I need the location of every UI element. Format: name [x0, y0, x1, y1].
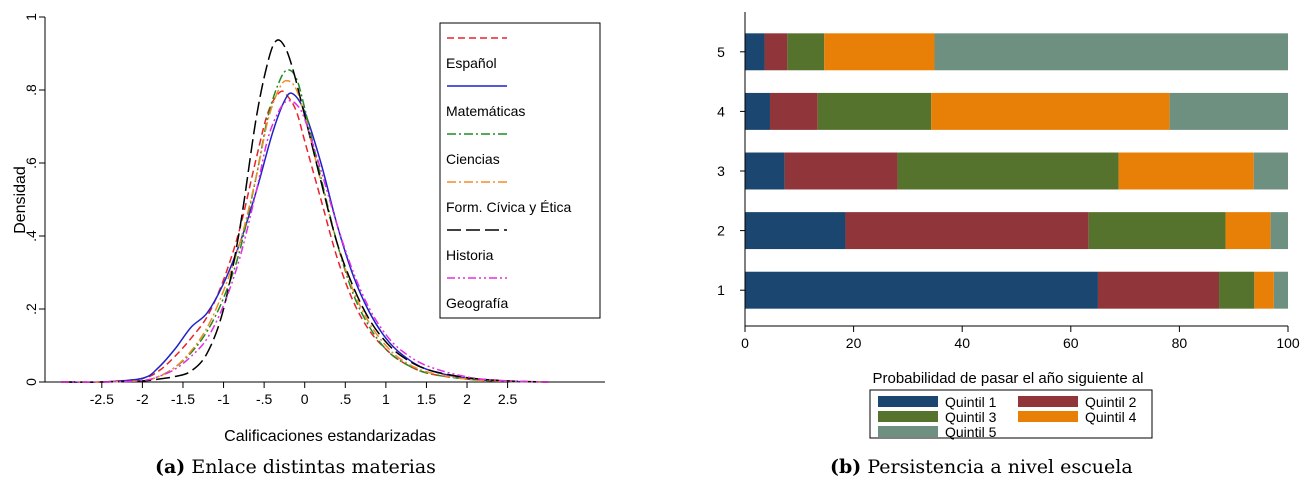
legend: Español Matemáticas Ciencias Form. Cívica y…	[439, 22, 601, 319]
caption-b-text: Persistencia a nivel escuela	[867, 456, 1133, 478]
y-tick-label: 1	[23, 13, 39, 21]
legend-swatch	[878, 396, 938, 407]
x-axis-title: Calificaciones estandarizadas	[224, 428, 436, 445]
y-tick-label: 2	[717, 223, 725, 239]
bar-segment-1-2	[1097, 271, 1220, 309]
legend-swatch	[878, 426, 938, 437]
y-tick-label: 3	[717, 163, 725, 179]
bar-segment-3-5	[1253, 152, 1288, 190]
x-tick-label: 60	[1063, 335, 1079, 351]
bar-segment-2-1	[745, 212, 846, 250]
series-line-0	[61, 90, 549, 384]
bar-segment-1-4	[1254, 271, 1274, 309]
y-axis-title: Densidad	[12, 166, 29, 234]
y-tick-label: 1	[717, 282, 725, 298]
x-tick-label: 1.5	[417, 391, 437, 407]
bar-segment-5-2	[764, 33, 788, 71]
bar-segment-1-5	[1273, 271, 1288, 309]
y-tick-label: .4	[23, 230, 39, 242]
x-tick-label: 0	[741, 335, 749, 351]
x-tick-label: 80	[1172, 335, 1188, 351]
x-tick-label: 1	[382, 391, 390, 407]
bar-segment-2-4	[1225, 212, 1271, 250]
legend-label: Quintil 2	[1085, 394, 1137, 410]
x-tick-label: -1.5	[171, 391, 195, 407]
bar-segment-3-2	[784, 152, 898, 190]
legend-frame	[439, 22, 601, 319]
caption-a: (a) Enlace distintas materias	[155, 456, 436, 478]
x-tick-label: 100	[1276, 335, 1300, 351]
x-tick-label: 2.5	[498, 391, 518, 407]
x-tick-label: -2.5	[90, 391, 114, 407]
bar-segment-2-3	[1088, 212, 1226, 250]
bar-segment-1-1	[745, 271, 1098, 309]
legend-swatch	[878, 411, 938, 422]
density-chart: 0 .2 .4 .6 .8 1 -2.5 -2 -1.5 -1 -.5 0 .5 1 1.5 2 2.5 Esp…	[12, 13, 605, 445]
y-tick-label: 5	[717, 44, 725, 60]
legend-label: Español	[446, 55, 497, 71]
y-tick-label: .8	[23, 84, 39, 96]
bar-segment-4-1	[745, 92, 770, 130]
legend-label: Quintil 4	[1085, 409, 1137, 425]
series-line-2	[61, 69, 549, 383]
series-line-1	[61, 92, 549, 384]
bar-segment-2-5	[1270, 212, 1288, 250]
bar-segment-2-2	[845, 212, 1089, 250]
legend-label: Ciencias	[446, 151, 500, 167]
y-tick-label: 4	[717, 103, 725, 119]
caption-a-label: (a)	[155, 456, 186, 478]
legend-swatch	[1018, 396, 1078, 407]
legend-swatch	[1018, 411, 1078, 422]
x-tick-label: .5	[339, 391, 351, 407]
bar-segment-3-1	[745, 152, 785, 190]
series-line-3	[61, 79, 549, 383]
caption-a-text: Enlace distintas materias	[191, 456, 436, 478]
x-tick-label: 0	[301, 391, 309, 407]
bar-segment-4-5	[1169, 92, 1288, 130]
legend-label: Historia	[446, 247, 494, 263]
bar-segment-5-3	[787, 33, 825, 71]
legend-label: Quintil 5	[945, 424, 997, 440]
legend-label: Quintil 1	[945, 394, 997, 410]
bar-segment-3-4	[1118, 152, 1254, 190]
y-tick-label: 0	[23, 378, 39, 386]
x-tick-label: 40	[954, 335, 970, 351]
x-axis-title: Probabilidad de pasar el año siguiente a…	[872, 370, 1143, 387]
bar-segment-4-3	[817, 92, 932, 130]
legend: Quintil 1 Quintil 2 Quintil 3 Quintil 4 Quin…	[869, 389, 1153, 440]
y-tick-label: .6	[23, 157, 39, 169]
bar-segment-3-3	[897, 152, 1119, 190]
series-line-5	[61, 100, 549, 383]
bar-segment-5-5	[934, 33, 1288, 71]
x-tick-label: -.5	[256, 391, 273, 407]
legend-label: Quintil 3	[945, 409, 997, 425]
stacked-bar-chart: 1 2 3 4 5 0 20 40 60 80 100 Probabilidad de pasar …	[717, 12, 1300, 440]
x-tick-label: -2	[136, 391, 149, 407]
bar-segment-4-4	[931, 92, 1170, 130]
x-tick-label: 2	[463, 391, 471, 407]
bar-segment-1-3	[1219, 271, 1255, 309]
legend-label: Form. Cívica y Ética	[446, 199, 571, 215]
x-tick-label: 20	[846, 335, 862, 351]
bar-segment-5-4	[824, 33, 935, 71]
legend-label: Geografía	[446, 295, 508, 311]
bar-segment-5-1	[745, 33, 765, 71]
series-line-4	[61, 39, 549, 383]
caption-b: (b) Persistencia a nivel escuela	[830, 456, 1133, 478]
y-tick-label: .2	[23, 303, 39, 315]
bar-segment-4-2	[769, 92, 818, 130]
legend-label: Matemáticas	[446, 103, 525, 119]
x-tick-label: -1	[217, 391, 230, 407]
caption-b-label: (b)	[830, 456, 862, 478]
